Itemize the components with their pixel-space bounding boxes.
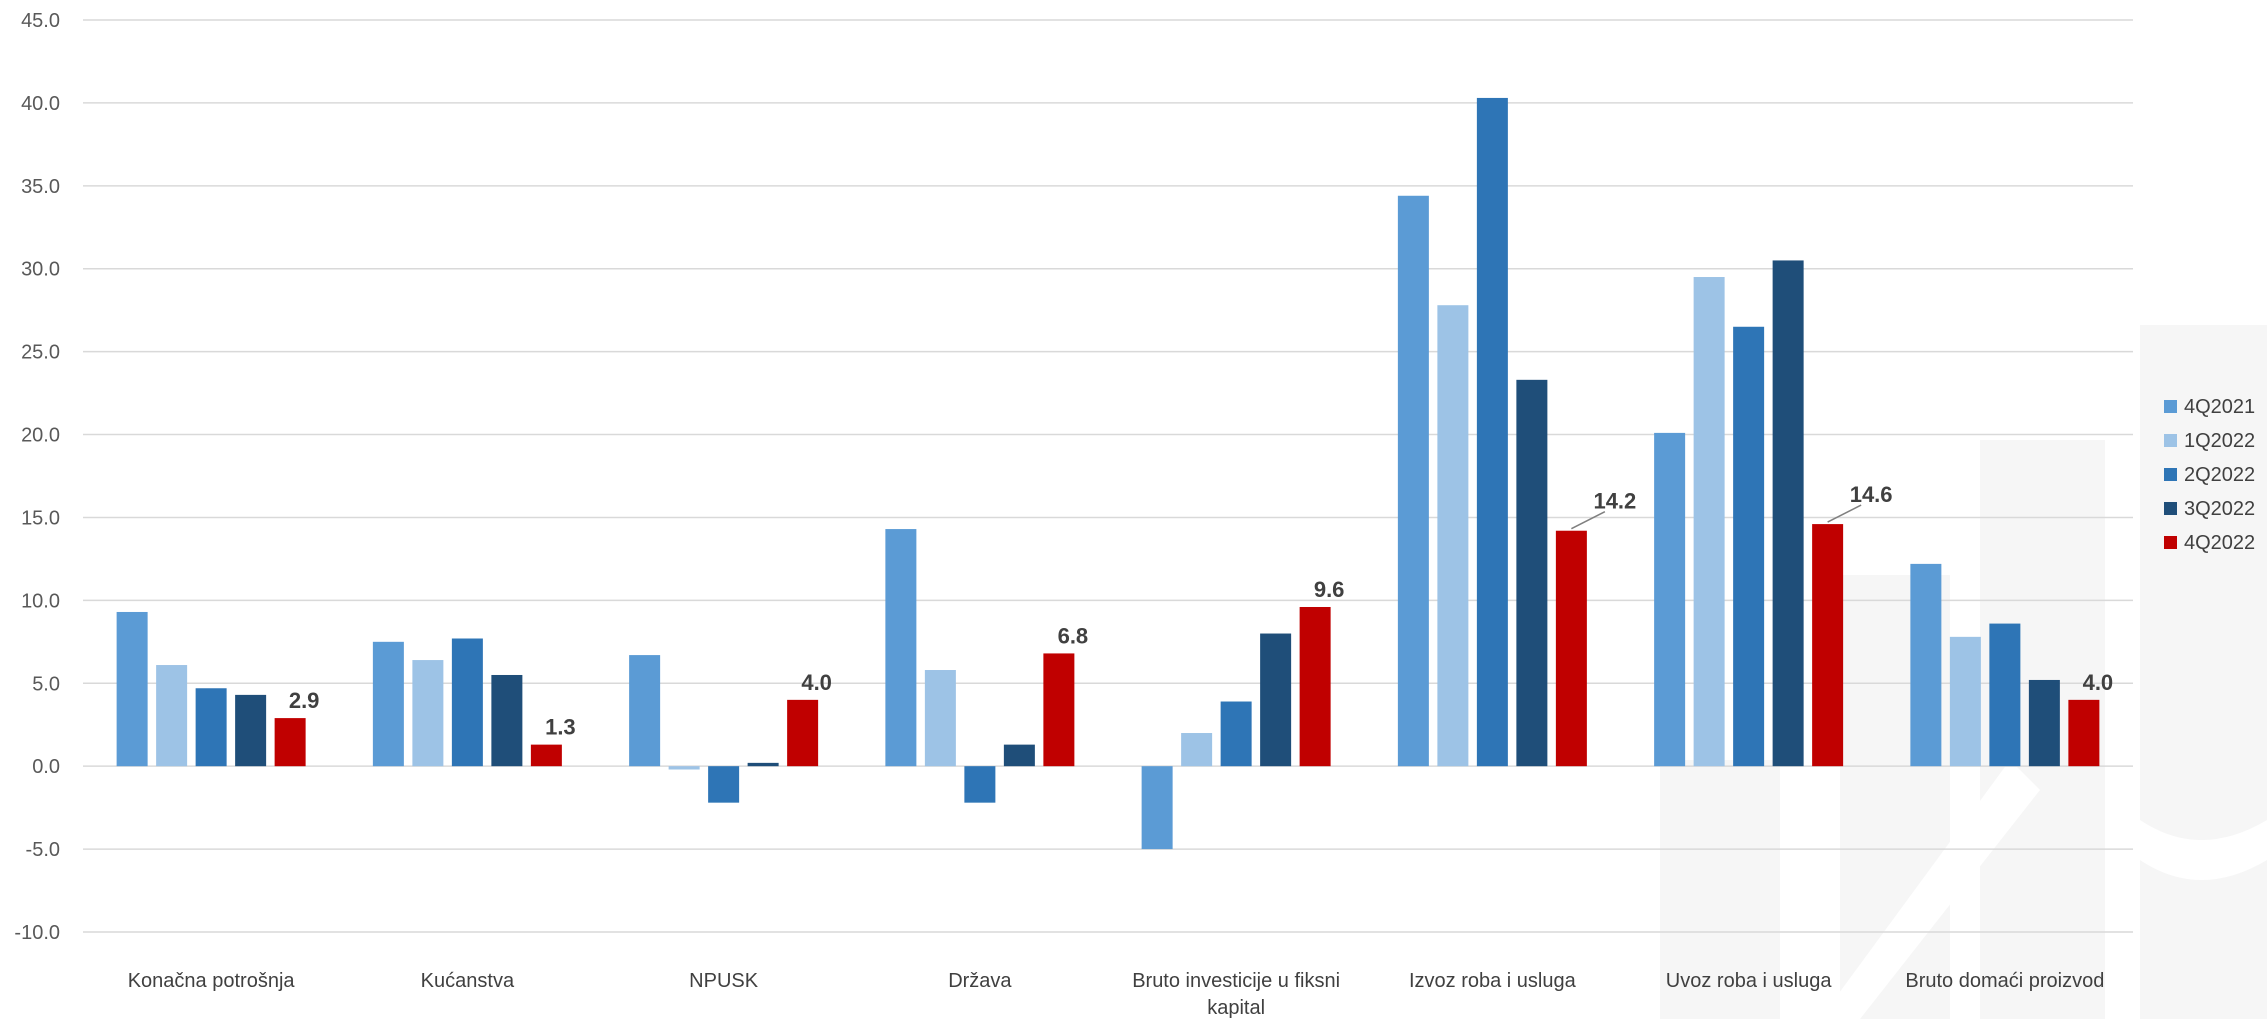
bar-2Q2022 (195, 688, 227, 767)
legend-label: 1Q2022 (2184, 430, 2255, 452)
legend-swatch (2164, 536, 2177, 549)
y-tick-label: 20.0 (21, 425, 60, 447)
bar-4Q2022 (1299, 606, 1331, 767)
bars (116, 97, 2100, 850)
data-label: 14.2 (1593, 489, 1636, 514)
bar-3Q2022 (1772, 260, 1804, 767)
data-label: 4.0 (2083, 670, 2114, 695)
y-tick-label: -5.0 (26, 839, 60, 861)
legend-label: 3Q2022 (2184, 498, 2255, 520)
data-label: 4.0 (801, 670, 832, 695)
bar-1Q2022 (1181, 733, 1213, 767)
y-tick-label: -10.0 (14, 922, 60, 944)
data-label: 2.9 (289, 688, 320, 713)
y-tick-label: 35.0 (21, 176, 60, 198)
legend-label: 4Q2021 (2184, 396, 2255, 418)
bar-1Q2022 (924, 670, 956, 767)
data-label: 1.3 (545, 715, 576, 740)
y-tick-label: 45.0 (21, 10, 60, 32)
legend: 4Q2021 1Q2022 2Q2022 3Q2022 4Q2022 (2164, 396, 2255, 554)
x-axis-categories: Konačna potrošnja Kućanstva NPUSK Država Bru… (128, 970, 2105, 1019)
bar-1Q2022 (1437, 305, 1469, 767)
gridlines (83, 19, 2133, 933)
y-axis-ticks: -10.0 -5.0 0.0 5.0 10.0 15.0 20.0 25.0 30.0 35.0 4… (14, 10, 60, 944)
bar-4Q2022 (787, 699, 819, 767)
bar-3Q2022 (491, 674, 523, 767)
bar-4Q2021 (372, 641, 404, 767)
bar-4Q2022 (2068, 699, 2100, 767)
bar-4Q2022 (1043, 653, 1075, 767)
bar-4Q2022 (274, 718, 306, 767)
watermark-logo (1660, 325, 2267, 1019)
category-label: Konačna potrošnja (128, 970, 296, 992)
data-labels: 2.9 1.3 4.0 6.8 9.6 14.2 14.6 4.0 (289, 482, 2113, 740)
bar-3Q2022 (1516, 379, 1548, 767)
bar-4Q2022 (1812, 524, 1844, 767)
data-label: 9.6 (1314, 577, 1345, 602)
bar-1Q2022 (1949, 636, 1981, 767)
bar-2Q2022 (1989, 623, 2021, 767)
bar-4Q2021 (629, 655, 661, 767)
bar-2Q2022 (964, 766, 996, 803)
bar-3Q2022 (235, 694, 267, 767)
category-label: Izvoz roba i usluga (1409, 970, 1577, 992)
data-label: 6.8 (1058, 623, 1089, 648)
bar-2Q2022 (1220, 701, 1252, 767)
leader-line (1827, 504, 1862, 523)
data-label: 14.6 (1850, 482, 1893, 507)
category-label: Uvoz roba i usluga (1666, 970, 1833, 992)
bar-4Q2021 (1654, 432, 1686, 767)
bar-1Q2022 (1693, 277, 1725, 767)
y-tick-label: 40.0 (21, 93, 60, 115)
bar-2Q2022 (1733, 326, 1765, 767)
bar-4Q2021 (116, 611, 148, 767)
bar-4Q2022 (1555, 530, 1587, 767)
bar-3Q2022 (747, 762, 779, 767)
category-label: Bruto domaći proizvod (1905, 970, 2104, 992)
y-tick-label: 25.0 (21, 342, 60, 364)
legend-label: 4Q2022 (2184, 532, 2255, 554)
bar-4Q2022 (530, 744, 562, 767)
bar-4Q2021 (1910, 563, 1942, 767)
bar-1Q2022 (156, 665, 188, 767)
bar-2Q2022 (1476, 97, 1508, 767)
bar-4Q2021 (1397, 195, 1429, 767)
y-tick-label: 30.0 (21, 259, 60, 281)
y-tick-label: 15.0 (21, 507, 60, 529)
bar-4Q2021 (1141, 766, 1173, 850)
bar-3Q2022 (2028, 679, 2060, 767)
y-tick-label: 10.0 (21, 590, 60, 612)
legend-swatch (2164, 400, 2177, 413)
bar-3Q2022 (1003, 744, 1035, 767)
bar-1Q2022 (668, 766, 700, 770)
y-tick-label: 0.0 (32, 756, 60, 778)
bar-3Q2022 (1260, 633, 1292, 767)
legend-label: 2Q2022 (2184, 464, 2255, 486)
category-label: Država (948, 970, 1012, 992)
category-label: NPUSK (689, 970, 759, 992)
category-label: Bruto investicije u fiksni kapital (1132, 970, 1340, 1019)
bar-2Q2022 (451, 638, 483, 767)
category-label: Kućanstva (421, 970, 515, 992)
legend-swatch (2164, 468, 2177, 481)
bar-2Q2022 (708, 766, 740, 803)
legend-swatch (2164, 434, 2177, 447)
y-tick-label: 5.0 (32, 673, 60, 695)
bar-4Q2021 (885, 529, 917, 767)
leader-line (1571, 511, 1606, 530)
bar-1Q2022 (412, 660, 444, 767)
legend-swatch (2164, 502, 2177, 515)
